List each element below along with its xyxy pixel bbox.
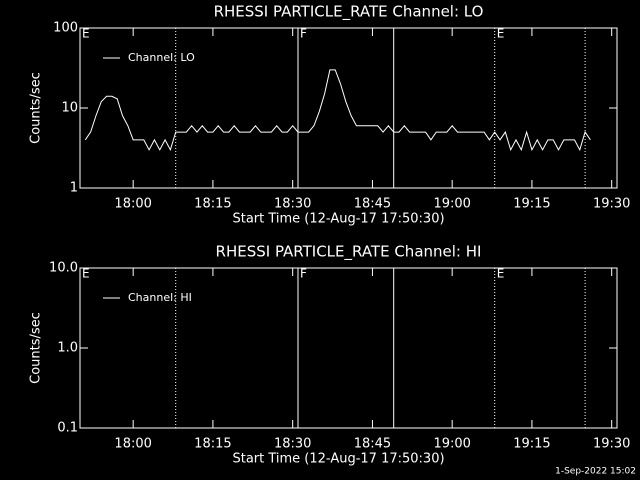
x-tick-label: 18:45 <box>354 197 391 212</box>
y-tick-label: 100 <box>53 21 78 36</box>
x-tick-label: 19:15 <box>513 197 550 212</box>
x-tick-label: 18:00 <box>114 437 151 452</box>
event-label: F <box>300 267 307 281</box>
event-label: E <box>82 27 90 41</box>
event-label: E <box>82 267 90 281</box>
x-tick-label: 19:30 <box>593 437 630 452</box>
x-tick-label: 19:00 <box>433 197 470 212</box>
event-label: E <box>497 267 505 281</box>
y-tick-label: 1 <box>70 181 78 196</box>
x-axis-label: Start Time (12-Aug-17 17:50:30) <box>232 212 444 227</box>
y-tick-label: 1.0 <box>57 341 78 356</box>
x-tick-label: 18:00 <box>114 197 151 212</box>
chart-title: RHESSI PARTICLE_RATE Channel: LO <box>214 3 484 22</box>
event-label: F <box>300 27 307 41</box>
y-tick-label: 0.1 <box>57 421 78 436</box>
x-tick-label: 18:45 <box>354 437 391 452</box>
x-tick-label: 19:30 <box>593 197 630 212</box>
y-tick-label: 10.0 <box>49 261 78 276</box>
legend-label: Channel: LO <box>128 51 195 64</box>
event-label: E <box>497 27 505 41</box>
y-axis-label: Counts/sec <box>29 312 44 384</box>
x-tick-label: 19:15 <box>513 437 550 452</box>
x-tick-label: 18:30 <box>274 197 311 212</box>
x-tick-label: 18:15 <box>194 197 231 212</box>
y-axis-label: Counts/sec <box>29 72 44 144</box>
legend-label: Channel: HI <box>128 291 192 304</box>
x-axis-label: Start Time (12-Aug-17 17:50:30) <box>232 452 444 467</box>
timestamp: 1-Sep-2022 15:02 <box>555 467 636 477</box>
x-tick-label: 18:15 <box>194 437 231 452</box>
chart-title: RHESSI PARTICLE_RATE Channel: HI <box>216 243 482 262</box>
data-line <box>84 69 591 152</box>
x-tick-label: 18:30 <box>274 437 311 452</box>
y-tick-label: 10 <box>61 101 78 116</box>
x-tick-label: 19:00 <box>433 437 470 452</box>
